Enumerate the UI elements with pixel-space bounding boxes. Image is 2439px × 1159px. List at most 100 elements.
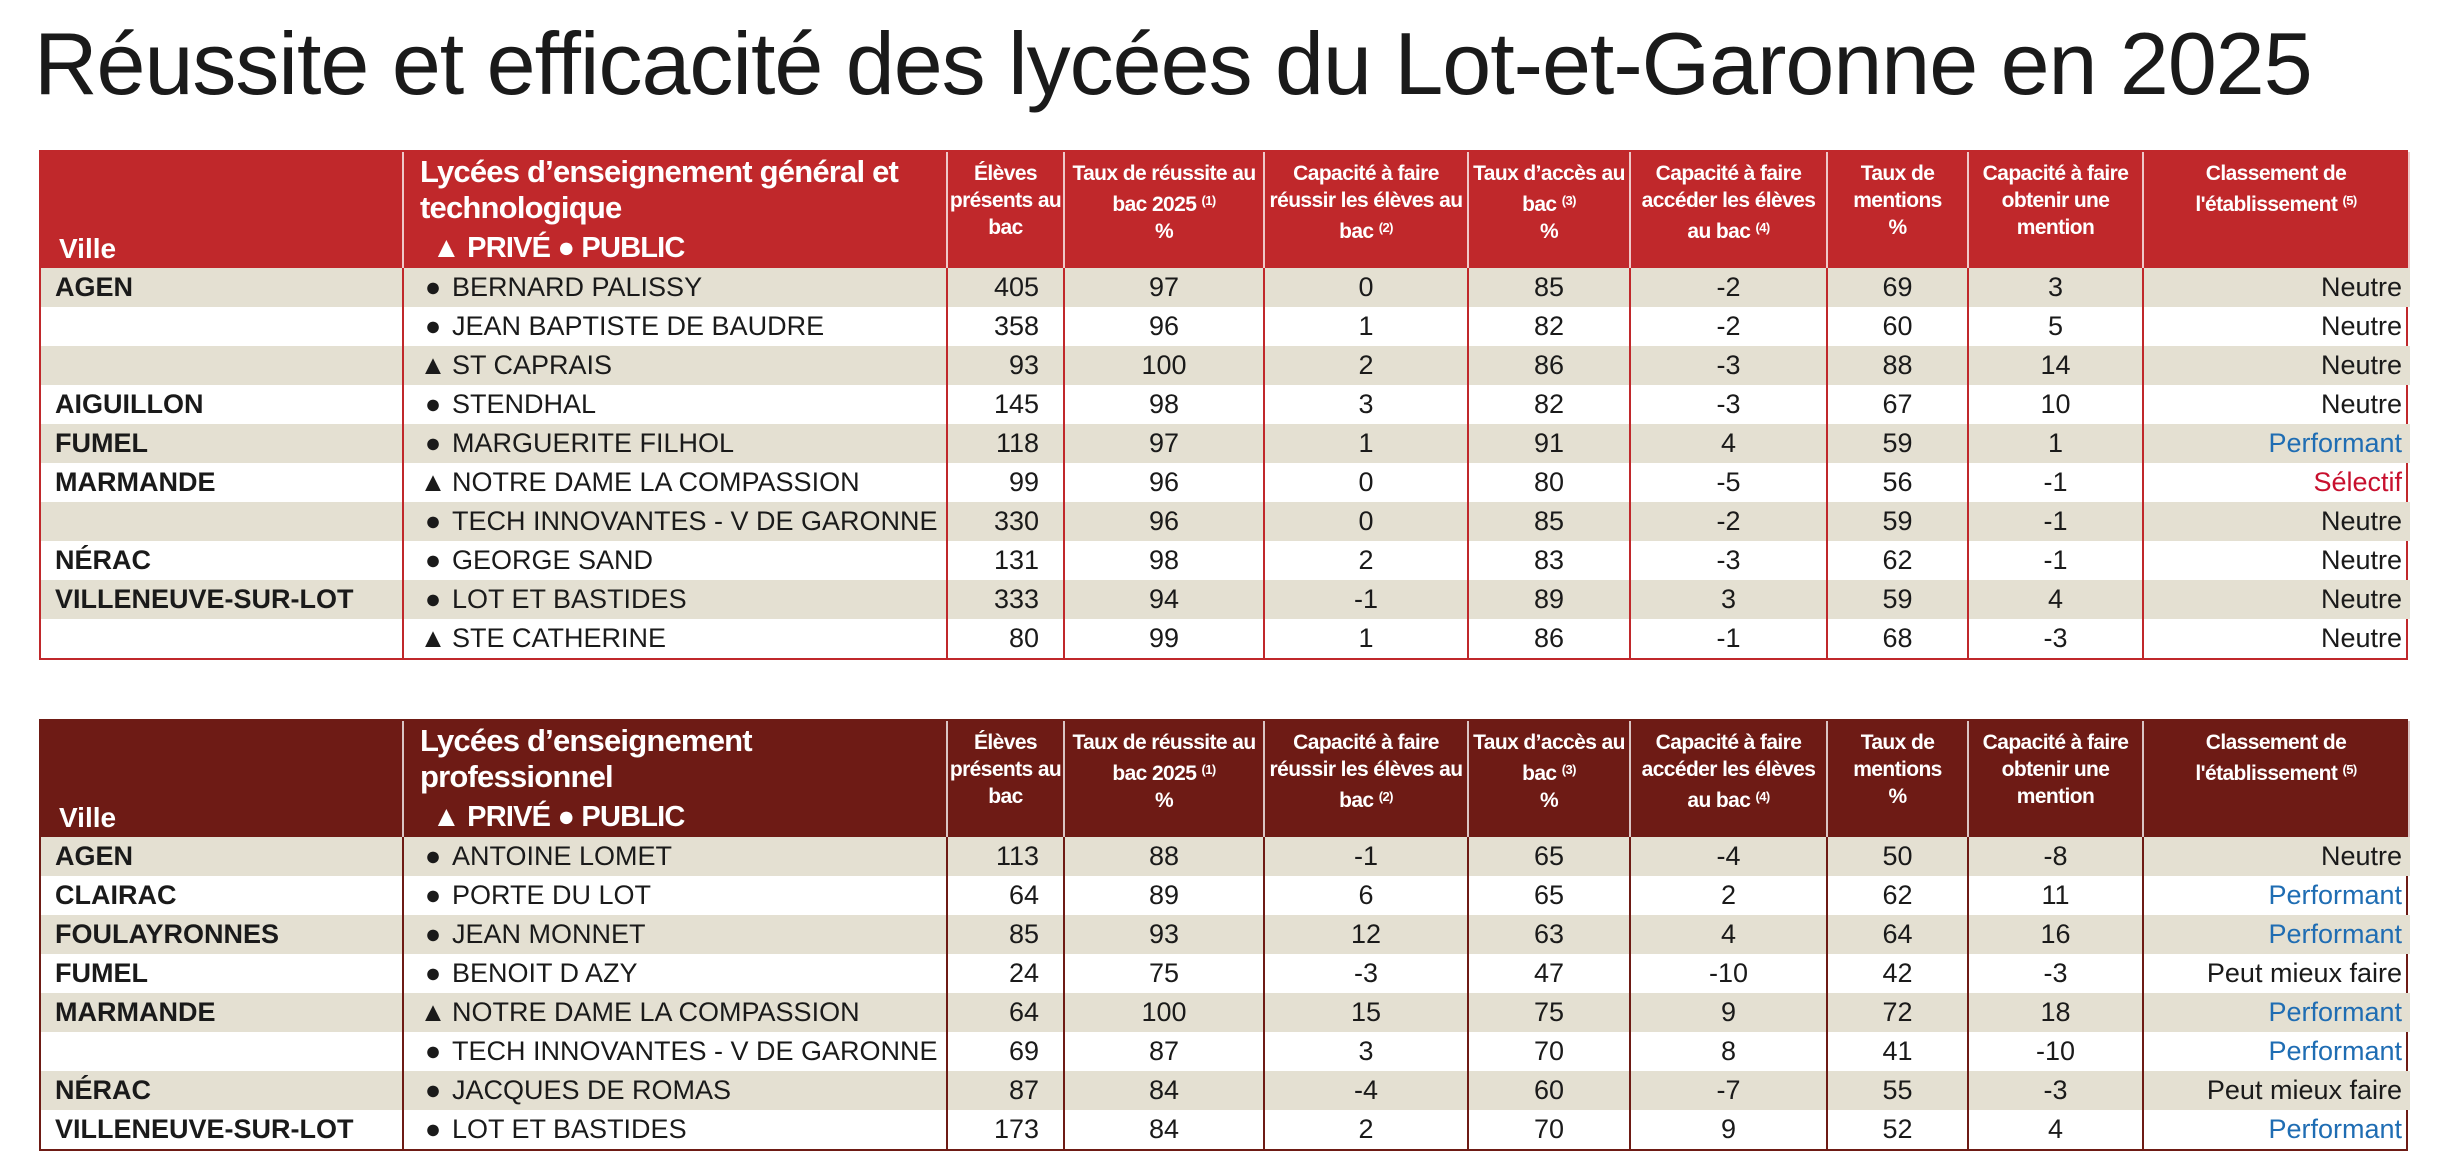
header-note: (3) [1561, 762, 1577, 777]
header-unit: % [1154, 220, 1174, 243]
header-column: Élèves présents au bac [948, 721, 1065, 837]
cell-lycee: ● LOT ET BASTIDES [404, 1110, 948, 1149]
cell-lycee: ● JEAN BAPTISTE DE BAUDRE [404, 307, 948, 346]
header-column-text-wrap: Taux de réussite au bac 2025 (1) [1065, 160, 1263, 218]
header-unit: % [1539, 789, 1559, 812]
cell-value: 64 [948, 993, 1065, 1032]
cell-classement: Neutre [2144, 837, 2410, 876]
cell-lycee: ● ANTOINE LOMET [404, 837, 948, 876]
header-note: (3) [1561, 193, 1577, 208]
cell-value: 2 [1631, 876, 1828, 915]
cell-value: 96 [1065, 463, 1265, 502]
cell-ville: VILLENEUVE-SUR-LOT [41, 580, 404, 619]
cell-value: 9 [1631, 1110, 1828, 1149]
cell-ville: FUMEL [41, 424, 404, 463]
cell-value: -1 [1969, 463, 2144, 502]
header-column: Capacité à faire accéder les élèves au b… [1631, 721, 1828, 837]
cell-value: 1 [1265, 424, 1469, 463]
cell-classement: Peut mieux faire [2206, 958, 2402, 988]
cell-value: 93 [948, 346, 1065, 385]
header-column-text-wrap: Taux d’accès au bac (3) [1469, 729, 1629, 787]
type-marker: ● [424, 1075, 442, 1105]
cell-value: -3 [1969, 1071, 2144, 1110]
cell-value: 405 [948, 268, 1065, 307]
header-legend: ▲ PRIVÉ ● PUBLIC [432, 232, 685, 264]
header-column-text: Capacité à faire obtenir une mention [1982, 162, 2129, 239]
cell-value: 4 [1631, 915, 1828, 954]
cell-value: 8 [1631, 1032, 1828, 1071]
cell-value: -1 [1969, 541, 2144, 580]
header-column-text-wrap: Capacité à faire accéder les élèves au b… [1631, 729, 1826, 814]
cell-value: 99 [948, 463, 1065, 502]
cell-value: 64 [948, 876, 1065, 915]
cell-value: -4 [1265, 1071, 1469, 1110]
header-column-text: Taux de mentions [1853, 162, 1942, 212]
header-column-text-wrap: Capacité à faire réussir les élèves au b… [1265, 729, 1467, 814]
lycee-name: BERNARD PALISSY [452, 272, 703, 302]
cell-ville [41, 346, 404, 385]
header-note: (4) [1755, 220, 1771, 235]
cell-value: 18 [1969, 993, 2144, 1032]
cell-value: 69 [948, 1032, 1065, 1071]
cell-ville [41, 502, 404, 541]
cell-value: 62 [1828, 541, 1969, 580]
header-column-text: Capacité à faire réussir les élèves au b… [1269, 731, 1463, 812]
cell-value: 5 [1969, 307, 2144, 346]
lycee-name: LOT ET BASTIDES [452, 1114, 687, 1144]
lycee-name: JEAN MONNET [452, 919, 646, 949]
header-column-text-wrap: Taux de réussite au bac 2025 (1) [1065, 729, 1263, 787]
cell-value: 3 [1265, 1032, 1469, 1071]
header-lycees-title: Lycées d’enseignement général et technol… [420, 154, 899, 225]
header-column: Capacité à faire obtenir une mention [1969, 721, 2144, 837]
cell-value: 84 [1065, 1071, 1265, 1110]
cell-value: -2 [1631, 307, 1828, 346]
cell-value: 82 [1469, 307, 1631, 346]
cell-value: 1 [1265, 307, 1469, 346]
cell-classement: Neutre [2320, 311, 2402, 341]
cell-value: 85 [948, 915, 1065, 954]
cell-ville: NÉRAC [41, 1071, 404, 1110]
cell-value: 2 [1265, 1110, 1469, 1149]
cell-value: 88 [1828, 346, 1969, 385]
cell-ville: CLAIRAC [41, 876, 404, 915]
cell-lycee: ● STENDHAL [404, 385, 948, 424]
type-marker: ● [424, 1114, 442, 1144]
header-column: Capacité à faire réussir les élèves au b… [1265, 152, 1469, 268]
cell-classement: Performant [2268, 1036, 2402, 1066]
cell-value: 41 [1828, 1032, 1969, 1071]
cell-value: 72 [1828, 993, 1969, 1032]
cell-value: -8 [1969, 837, 2144, 876]
header-column-text: Taux de réussite au bac 2025 [1072, 162, 1256, 216]
cell-value: -4 [1631, 837, 1828, 876]
type-marker: ● [424, 272, 442, 302]
cell-value: 2 [1265, 541, 1469, 580]
cell-value: 1 [1265, 619, 1469, 658]
header-note: (2) [1378, 220, 1394, 235]
cell-value: 330 [948, 502, 1065, 541]
type-marker: ● [424, 584, 442, 614]
page-title: Réussite et efficacité des lycées du Lot… [34, 14, 2313, 113]
cell-value: 94 [1065, 580, 1265, 619]
cell-value: 98 [1065, 541, 1265, 580]
cell-value: 91 [1469, 424, 1631, 463]
header-column: Classement de l'établissement (5) [2144, 152, 2410, 268]
cell-lycee: ▲ ST CAPRAIS [404, 346, 948, 385]
header-column-text: Taux de réussite au bac 2025 [1072, 731, 1256, 785]
header-note: (5) [2342, 193, 2358, 208]
cell-value: 4 [1631, 424, 1828, 463]
type-marker: ▲ [419, 467, 447, 497]
cell-value: 98 [1065, 385, 1265, 424]
cell-value: 10 [1969, 385, 2144, 424]
cell-value: 11 [1969, 876, 2144, 915]
cell-value: 59 [1828, 580, 1969, 619]
lycee-name: JEAN BAPTISTE DE BAUDRE [452, 311, 825, 341]
header-note: (5) [2342, 762, 2358, 777]
header-column-text-wrap: Élèves présents au bac [948, 729, 1063, 810]
lycee-name: ST CAPRAIS [452, 350, 613, 380]
cell-lycee: ▲ STE CATHERINE [404, 619, 948, 658]
cell-value: 1 [1969, 424, 2144, 463]
cell-value: 67 [1828, 385, 1969, 424]
type-marker: ● [424, 880, 442, 910]
header-note: (1) [1201, 193, 1217, 208]
header-column-text: Taux d’accès au bac [1473, 162, 1625, 216]
